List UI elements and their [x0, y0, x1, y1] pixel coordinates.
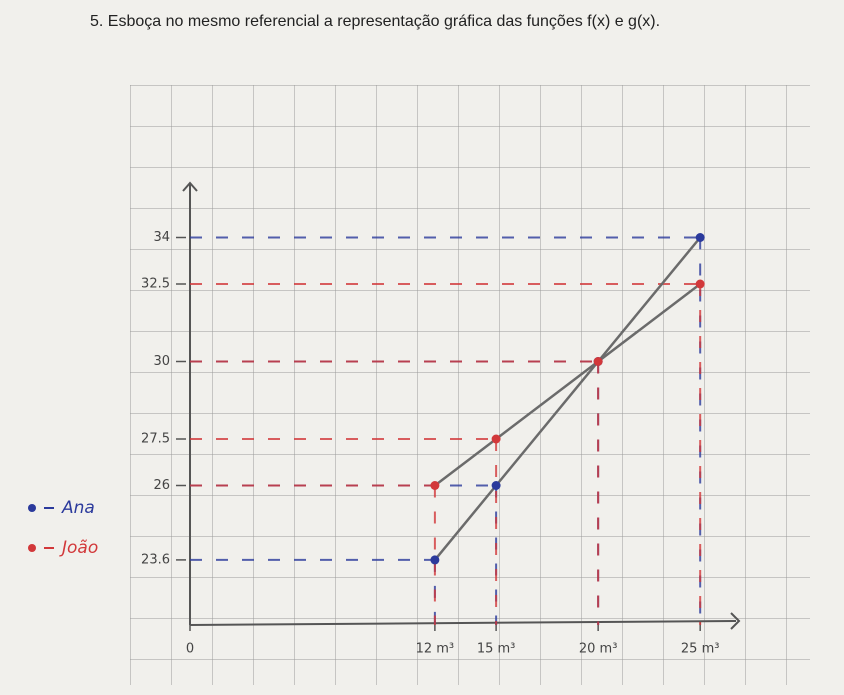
graph-paper: [130, 85, 810, 685]
legend-label: Ana: [61, 498, 95, 518]
y-tick-label: 30: [153, 354, 170, 369]
y-tick-label: 34: [153, 230, 170, 245]
point: [594, 357, 603, 366]
point: [492, 481, 501, 490]
point: [492, 435, 501, 444]
chart-title: 5. Esboça no mesmo referencial a represe…: [90, 13, 660, 30]
legend-marker: [28, 544, 36, 552]
x-tick-label: 0: [186, 642, 194, 657]
point: [696, 233, 705, 242]
legend-label: João: [59, 538, 98, 558]
y-tick-label: 27.5: [141, 432, 170, 447]
chart: 5. Esboça no mesmo referencial a represe…: [0, 0, 844, 695]
point: [430, 481, 439, 490]
x-tick-label: 25 m³: [681, 642, 720, 657]
x-tick-label: 15 m³: [477, 642, 516, 657]
y-tick-label: 26: [153, 478, 170, 493]
point: [430, 555, 439, 564]
x-tick-label: 12 m³: [416, 642, 455, 657]
y-tick-label: 23.6: [141, 552, 170, 567]
x-tick-label: 20 m³: [579, 642, 618, 657]
legend-marker: [28, 504, 36, 512]
y-tick-label: 32.5: [141, 277, 170, 292]
point: [696, 280, 705, 289]
